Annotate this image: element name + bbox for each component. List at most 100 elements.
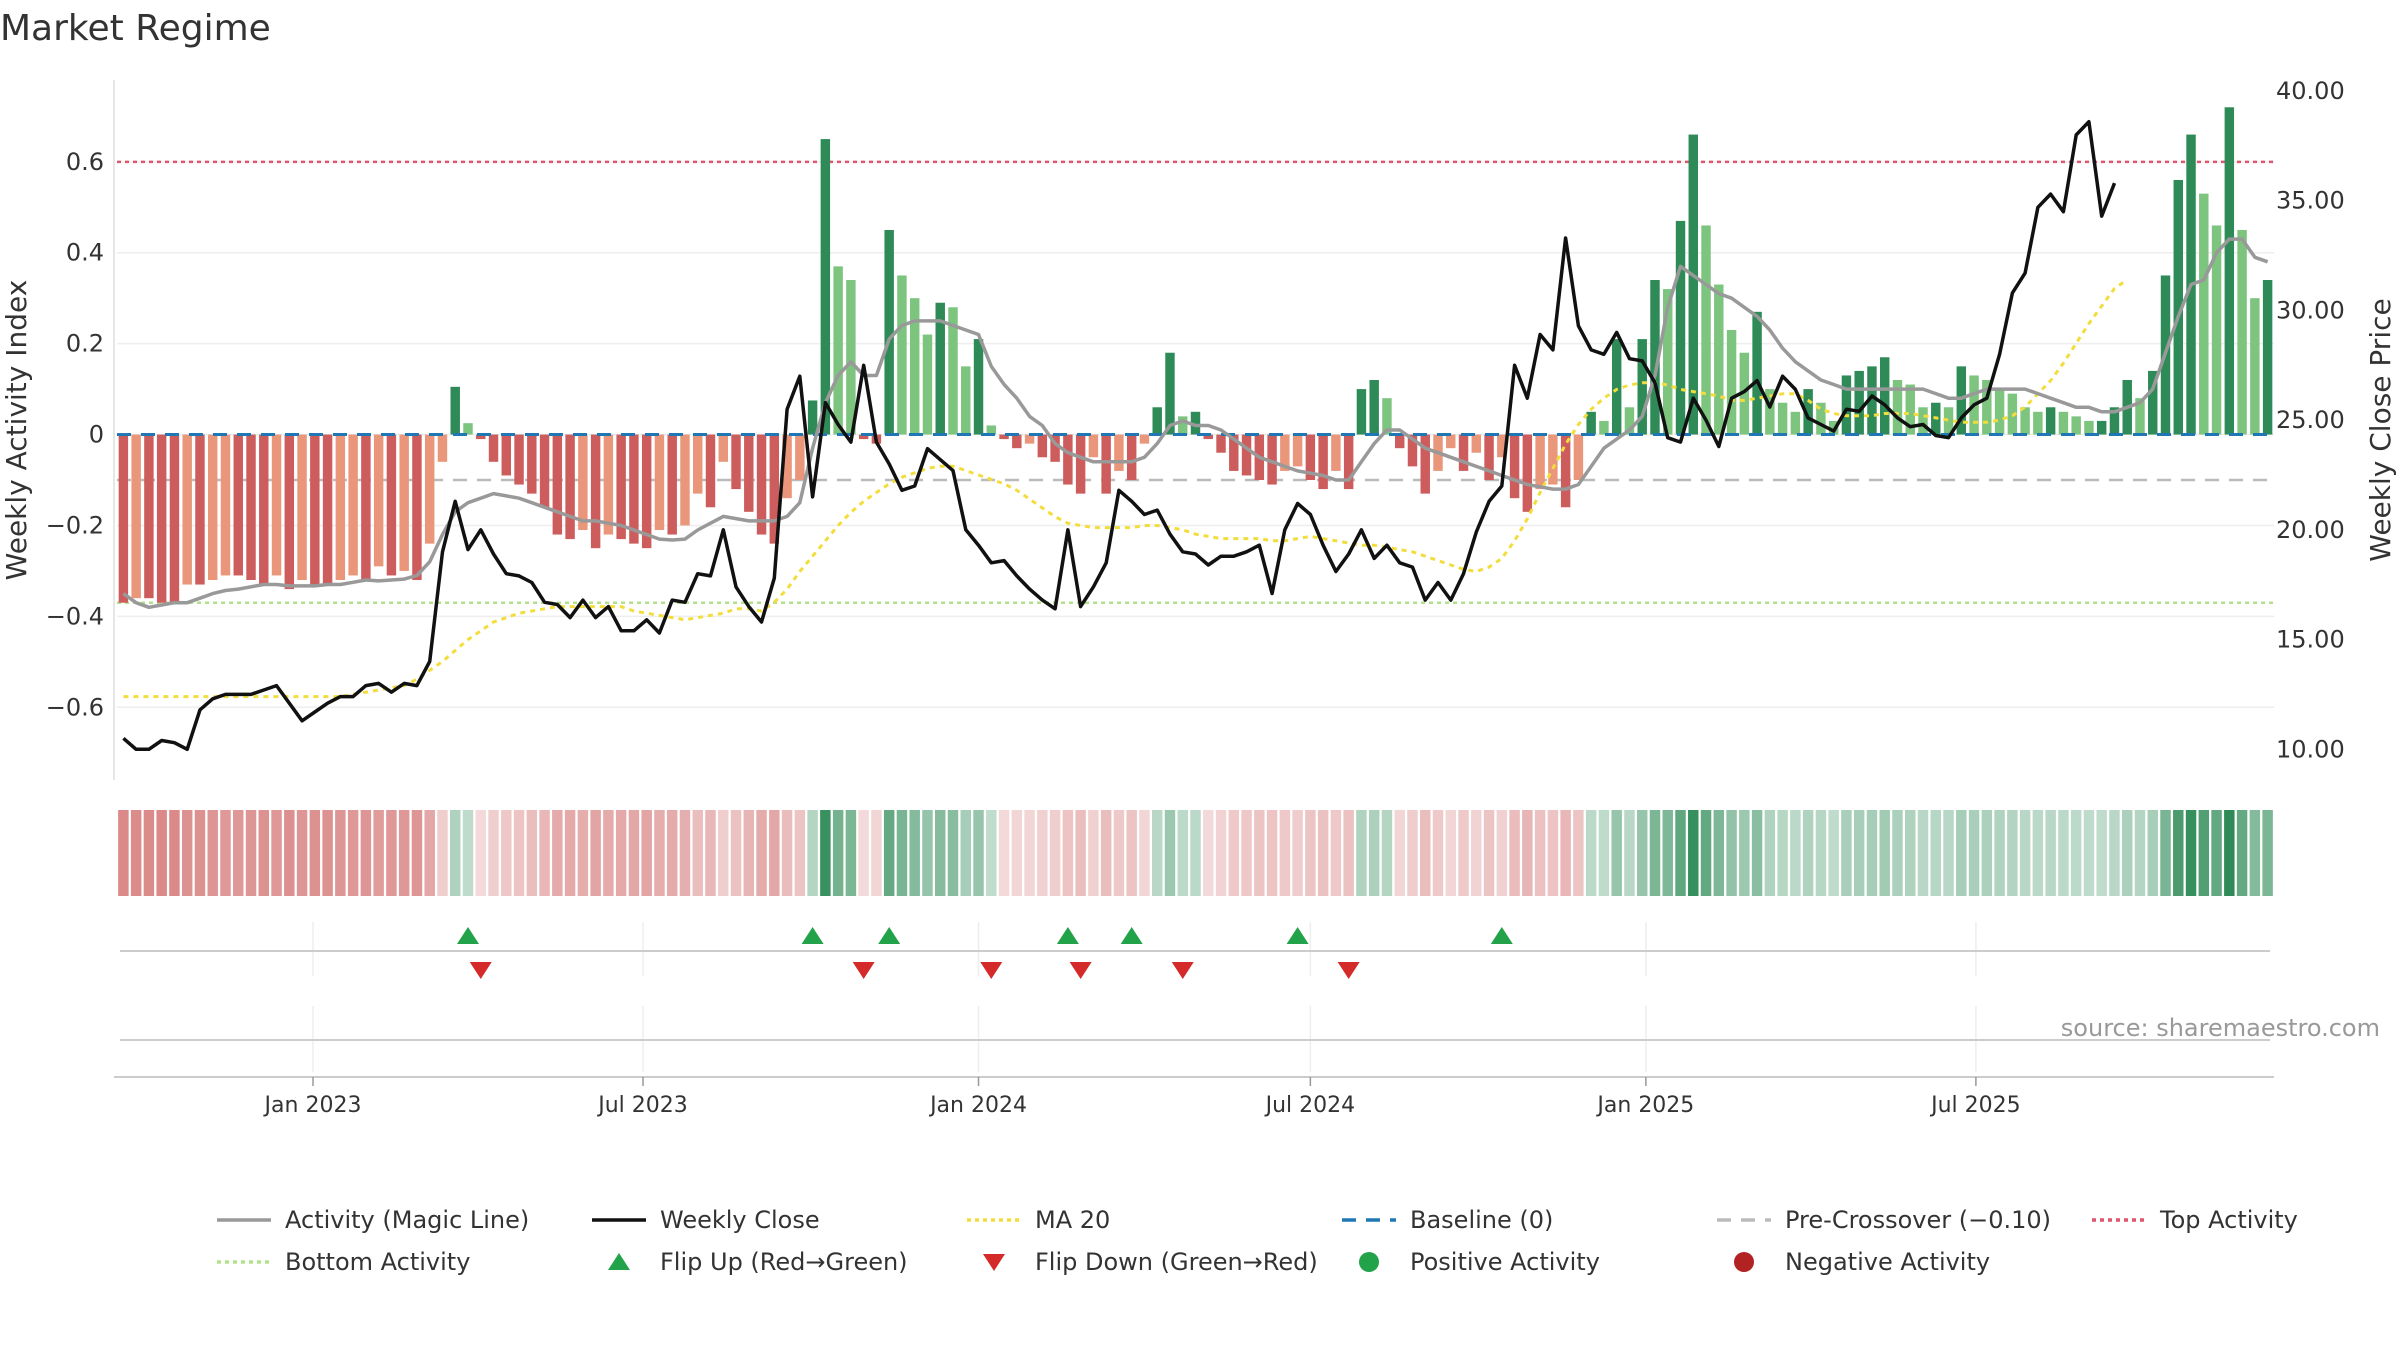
heat-strip-cell bbox=[398, 810, 410, 896]
heat-strip-cell bbox=[1956, 810, 1967, 896]
heat-strip-cell bbox=[1151, 810, 1163, 896]
magic-line bbox=[122, 237, 2269, 610]
legend-marker bbox=[1359, 1252, 1379, 1272]
heat-strip-cell bbox=[2249, 810, 2261, 896]
activity-bar bbox=[1126, 434, 1137, 480]
x-tick-label: Jul 2025 bbox=[1929, 1093, 2021, 1118]
heat-strip-cell bbox=[1164, 810, 1176, 896]
heat-strip-cell bbox=[1892, 810, 1903, 896]
heat-strip-cell bbox=[820, 810, 831, 896]
heat-strip-cell bbox=[756, 810, 767, 896]
activity-bar bbox=[1765, 389, 1775, 435]
legend-marker bbox=[983, 1254, 1005, 1271]
heat-strip-cell bbox=[1241, 810, 1252, 896]
y-right-tick-label: 40.00 bbox=[2276, 77, 2345, 105]
heat-strip-cell bbox=[220, 810, 231, 896]
activity-bar bbox=[629, 434, 639, 544]
y-left-tick-label: −0.4 bbox=[46, 602, 104, 630]
activity-bar bbox=[578, 434, 588, 530]
heat-strip-cell bbox=[2134, 810, 2146, 896]
heat-strip-cell bbox=[1905, 810, 1916, 896]
activity-bar bbox=[1012, 434, 1022, 449]
legend-swatch bbox=[967, 1218, 1021, 1222]
heat-strip-cell bbox=[2211, 810, 2222, 896]
activity-bar bbox=[935, 302, 945, 435]
activity-bar bbox=[833, 266, 843, 435]
heat-strip-cell bbox=[449, 810, 461, 896]
activity-bar bbox=[1726, 330, 1737, 435]
activity-bar bbox=[488, 434, 499, 462]
y-left-tick-label: 0.2 bbox=[66, 330, 104, 358]
activity-bar bbox=[1497, 434, 1507, 458]
activity-bar bbox=[731, 434, 741, 490]
activity-bar bbox=[654, 434, 665, 530]
activity-bar bbox=[1280, 434, 1290, 471]
activity-bar bbox=[973, 339, 984, 435]
heat-strip-cell bbox=[1879, 810, 1890, 896]
heat-strip-cell bbox=[1636, 810, 1648, 896]
activity-bar bbox=[335, 434, 346, 580]
activity-bar bbox=[641, 434, 652, 549]
activity-bar bbox=[373, 434, 384, 567]
chart-title: Market Regime bbox=[0, 8, 271, 49]
heat-strip-cell bbox=[1598, 810, 1610, 896]
heat-strip-cell bbox=[1560, 810, 1571, 896]
activity-bar bbox=[1752, 311, 1762, 435]
heat-strip-cell bbox=[1011, 810, 1023, 896]
activity-bar bbox=[1343, 434, 1354, 490]
activity-bar bbox=[820, 139, 831, 435]
activity-bar bbox=[1790, 411, 1801, 435]
heat-strip-cell bbox=[692, 810, 703, 896]
legend-label: Activity (Magic Line) bbox=[285, 1206, 530, 1234]
legend-label: MA 20 bbox=[1035, 1206, 1111, 1234]
activity-bar bbox=[399, 434, 409, 571]
activity-bar bbox=[897, 275, 907, 435]
activity-bar bbox=[220, 434, 231, 576]
activity-bar bbox=[1624, 407, 1635, 435]
heat-strip-cell bbox=[1649, 810, 1661, 896]
activity-bar bbox=[1446, 434, 1456, 449]
activity-bar bbox=[1101, 434, 1111, 494]
activity-bar bbox=[2096, 420, 2107, 435]
heat-strip-cell bbox=[1968, 810, 1980, 896]
ma20-line bbox=[123, 278, 2129, 699]
heat-strip-cell bbox=[1547, 810, 1559, 896]
y-right-tick-label: 25.00 bbox=[2276, 406, 2345, 434]
activity-bar bbox=[1484, 434, 1494, 480]
activity-bar bbox=[156, 434, 167, 603]
activity-bar bbox=[1675, 220, 1686, 435]
legend-label: Pre-Crossover (−0.10) bbox=[1785, 1206, 2052, 1234]
legend-item: Bottom Activity bbox=[215, 1247, 590, 1277]
heat-strip-cell bbox=[130, 810, 142, 896]
activity-bar bbox=[1803, 389, 1813, 435]
heat-strip-cell bbox=[743, 810, 755, 896]
activity-bar bbox=[807, 400, 818, 435]
activity-bar bbox=[182, 434, 192, 585]
heat-strip-cell bbox=[1177, 810, 1188, 896]
x-tick-label: Jan 2023 bbox=[263, 1093, 362, 1118]
activity-bar bbox=[705, 434, 716, 508]
heat-strip-cell bbox=[1726, 810, 1737, 896]
flip-up-marker bbox=[456, 927, 479, 944]
y-right-axis-title: Weekly Close Price bbox=[2364, 298, 2397, 561]
heat-strip-cell bbox=[2032, 810, 2044, 896]
heat-strip-cell bbox=[679, 810, 691, 896]
activity-bar bbox=[1369, 380, 1379, 435]
weekly-close-line bbox=[122, 119, 2117, 752]
activity-bar bbox=[208, 434, 218, 580]
heat-strip-cell bbox=[386, 810, 397, 896]
activity-bar bbox=[1943, 407, 1954, 435]
heat-strip-cell bbox=[1305, 810, 1316, 896]
activity-bar bbox=[1382, 398, 1392, 435]
source-note: source: sharemaestro.com bbox=[2060, 1014, 2380, 1042]
activity-bar bbox=[1560, 434, 1571, 508]
activity-bar bbox=[2237, 230, 2247, 435]
activity-bar bbox=[961, 366, 971, 435]
flip-down-marker bbox=[1069, 962, 1092, 979]
heat-strip-cell bbox=[577, 810, 589, 896]
heat-strip-cell bbox=[807, 810, 818, 896]
heat-strip-cell bbox=[871, 810, 882, 896]
heat-strip-cell bbox=[2185, 810, 2197, 896]
heat-strip-cell bbox=[1203, 810, 1214, 896]
activity-bar bbox=[1305, 434, 1316, 480]
